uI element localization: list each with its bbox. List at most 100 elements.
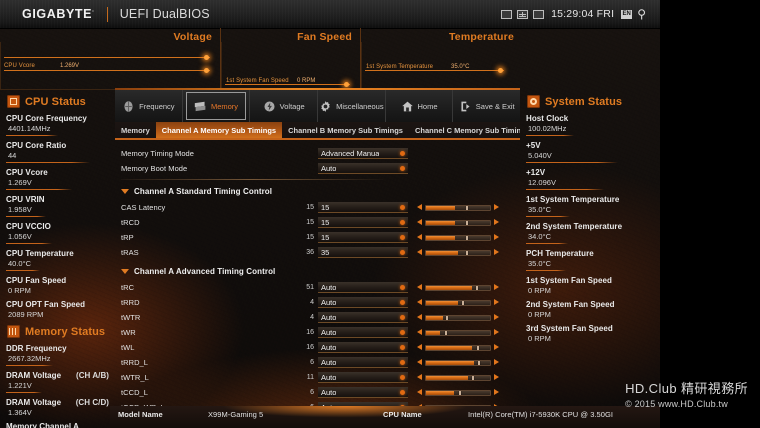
slider-track[interactable] [425,204,491,211]
timing-row-tccd-wr-l[interactable]: tCCD_WR_L 6 Auto [121,400,520,406]
timing-row-twr[interactable]: tWR 16 Auto [121,325,520,340]
memory-boot-mode-dropdown[interactable]: Auto [318,163,408,174]
slider-decrease-icon[interactable] [417,344,423,351]
timing-row-trrd-l[interactable]: tRRD_L 6 Auto [121,355,520,370]
slider-increase-icon[interactable] [493,344,499,351]
slider-track[interactable] [425,249,491,256]
timing-dropdown[interactable]: Auto [318,342,408,353]
slider-track[interactable] [425,359,491,366]
timing-slider[interactable] [417,402,499,406]
graph-voltage[interactable]: Voltage CPU Vcore 1.269V [0,28,220,90]
slider-knob[interactable] [445,330,448,335]
slider-track[interactable] [425,389,491,396]
slider-increase-icon[interactable] [493,284,499,291]
list-icon[interactable] [517,9,529,19]
timing-dropdown[interactable]: Auto [318,387,408,398]
slider-increase-icon[interactable] [493,374,499,381]
slider-decrease-icon[interactable] [417,249,423,256]
slider-knob[interactable] [478,360,481,365]
timing-row-trp[interactable]: tRP 15 15 [121,230,520,245]
slider-track[interactable] [425,284,491,291]
timing-row-tras[interactable]: tRAS 36 35 [121,245,520,260]
timing-row-trcd[interactable]: tRCD 15 15 [121,215,520,230]
slider-knob[interactable] [465,205,468,210]
slider-track[interactable] [425,344,491,351]
slider-knob[interactable] [475,285,478,290]
slider-knob[interactable] [465,220,468,225]
timing-dropdown[interactable]: Auto [318,312,408,323]
slider-decrease-icon[interactable] [417,374,423,381]
timing-slider[interactable] [417,247,499,258]
slider-track[interactable] [425,219,491,226]
timing-slider[interactable] [417,297,499,308]
nav-memory[interactable]: Memory [183,90,251,122]
timing-row-twl[interactable]: tWL 16 Auto [121,340,520,355]
graph-temperature[interactable]: Temperature 1st System Temperature 35.0°… [360,28,660,90]
slider-increase-icon[interactable] [493,204,499,211]
timing-slider[interactable] [417,217,499,228]
slider-knob[interactable] [477,345,480,350]
slider-knob[interactable] [459,390,462,395]
timing-slider[interactable] [417,282,499,293]
slider-decrease-icon[interactable] [417,219,423,226]
timing-dropdown[interactable]: 15 [318,202,408,213]
timing-row-twtr[interactable]: tWTR 4 Auto [121,310,520,325]
slider-increase-icon[interactable] [493,234,499,241]
slider-decrease-icon[interactable] [417,314,423,321]
slider-decrease-icon[interactable] [417,389,423,396]
timing-row-trc[interactable]: tRC 51 Auto [121,280,520,295]
nav-home[interactable]: Home [386,90,454,122]
timing-slider[interactable] [417,202,499,213]
timing-dropdown[interactable]: Auto [318,327,408,338]
slider-track[interactable] [425,404,491,406]
timing-dropdown[interactable]: Auto [318,357,408,368]
slider-decrease-icon[interactable] [417,299,423,306]
slider-increase-icon[interactable] [493,299,499,306]
slider-increase-icon[interactable] [493,389,499,396]
slider-decrease-icon[interactable] [417,329,423,336]
timing-slider[interactable] [417,327,499,338]
timing-row-cas-latency[interactable]: CAS Latency 15 15 [121,200,520,215]
slider-increase-icon[interactable] [493,249,499,256]
timing-dropdown[interactable]: Auto [318,372,408,383]
tab-channel-c-sub-timings[interactable]: Channel C Memory Sub Timings [414,125,520,135]
setting-row-memory-boot-mode[interactable]: Memory Boot Mode Auto [121,161,520,176]
timing-row-trrd[interactable]: tRRD 4 Auto [121,295,520,310]
language-icon[interactable]: EN [621,9,633,19]
memory-timing-mode-dropdown[interactable]: Advanced Manua [318,148,408,159]
slider-decrease-icon[interactable] [417,359,423,366]
section-header-advanced-timing[interactable]: Channel A Advanced Timing Control [121,263,520,279]
timing-dropdown[interactable]: Auto [318,297,408,308]
slider-track[interactable] [425,314,491,321]
timing-dropdown[interactable]: 35 [318,247,408,258]
slider-increase-icon[interactable] [493,404,499,406]
slider-track[interactable] [425,329,491,336]
tab-channel-a-sub-timings[interactable]: Channel A Memory Sub Timings [155,122,283,138]
slider-knob[interactable] [465,235,468,240]
timing-slider[interactable] [417,357,499,368]
timing-slider[interactable] [417,372,499,383]
slider-decrease-icon[interactable] [417,404,423,406]
tab-memory[interactable]: Memory [121,125,150,135]
tab-channel-b-sub-timings[interactable]: Channel B Memory Sub Timings [288,125,403,135]
screenshot-icon[interactable] [501,9,513,19]
slider-knob[interactable] [459,405,462,406]
slider-increase-icon[interactable] [493,359,499,366]
slider-knob[interactable] [445,315,448,320]
section-header-standard-timing[interactable]: Channel A Standard Timing Control [121,183,520,199]
nav-voltage[interactable]: Voltage [250,90,319,122]
slider-knob[interactable] [461,300,464,305]
slider-track[interactable] [425,374,491,381]
slider-increase-icon[interactable] [493,219,499,226]
timing-slider[interactable] [417,342,499,353]
timing-slider[interactable] [417,312,499,323]
nav-save-exit[interactable]: Save & Exit [453,90,520,122]
slider-decrease-icon[interactable] [417,284,423,291]
search-icon[interactable]: ⚲ [637,7,646,21]
timing-dropdown[interactable]: 15 [318,232,408,243]
timing-slider[interactable] [417,387,499,398]
timing-row-twtr-l[interactable]: tWTR_L 11 Auto [121,370,520,385]
timing-dropdown[interactable]: Auto [318,402,408,406]
timing-slider[interactable] [417,232,499,243]
slider-knob[interactable] [465,250,468,255]
